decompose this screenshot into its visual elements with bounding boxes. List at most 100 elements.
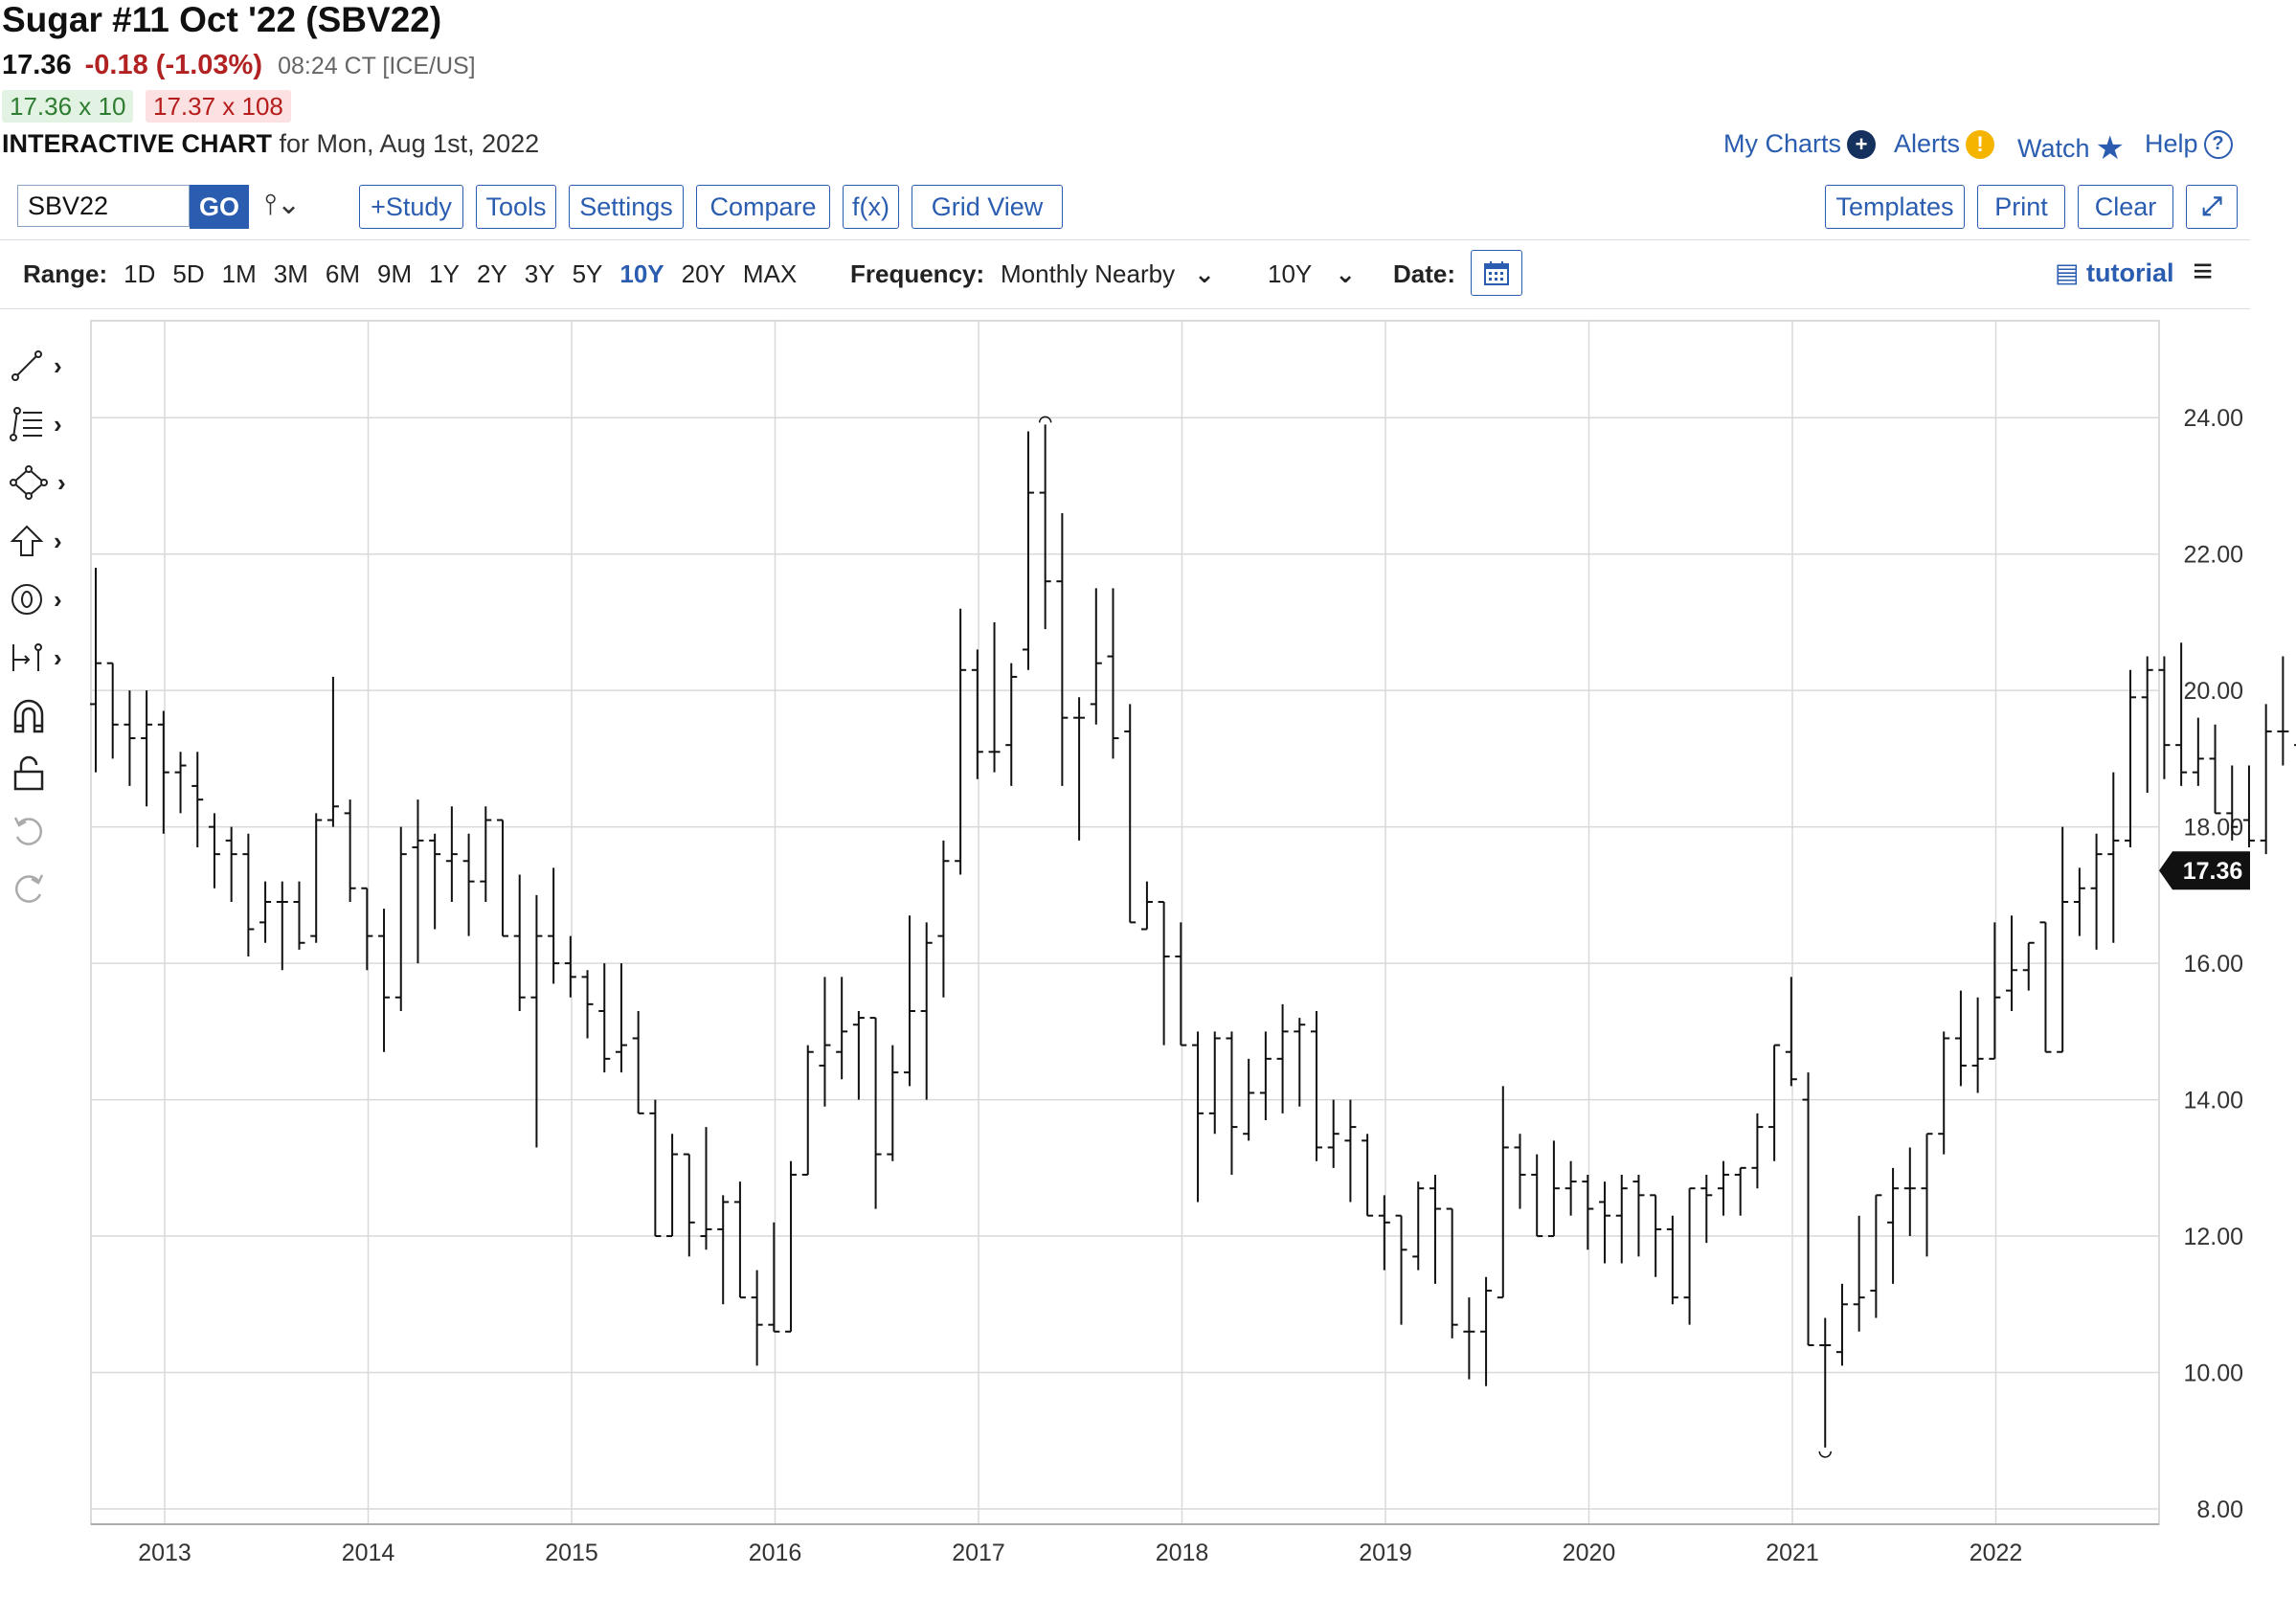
x-tick-label: 2017	[952, 1540, 1005, 1566]
lock-icon	[13, 755, 44, 791]
range-select[interactable]: 10Y ⌄	[1268, 255, 1356, 293]
x-tick-label: 2021	[1766, 1540, 1819, 1566]
x-tick-label: 2016	[749, 1540, 802, 1566]
range-option[interactable]: 6M	[325, 259, 360, 288]
chevron-right-icon: ›	[57, 467, 66, 497]
range-option[interactable]: 2Y	[476, 259, 507, 288]
star-icon: ★	[2095, 130, 2125, 167]
last-price-label: 17.36	[2183, 858, 2243, 885]
x-tick-label: 2018	[1156, 1540, 1209, 1566]
y-tick-label: 14.00	[2183, 1088, 2243, 1114]
y-tick-label: 24.00	[2183, 405, 2243, 432]
chart-caption-bold: INTERACTIVE CHART	[2, 129, 272, 158]
shape-tool-button[interactable]: ›	[10, 461, 77, 504]
fib-tool-button[interactable]: ›	[10, 403, 77, 445]
counter-tool-button[interactable]: ›	[10, 578, 77, 620]
y-tick-label: 20.00	[2183, 678, 2243, 705]
film-icon: ▤	[2055, 259, 2087, 287]
range-option[interactable]: 1Y	[429, 259, 460, 288]
chevron-right-icon: ›	[54, 642, 62, 672]
y-tick-label: 10.00	[2183, 1361, 2243, 1387]
range-option[interactable]: 3Y	[524, 259, 555, 288]
redo-icon	[14, 874, 44, 903]
last-price-tag	[2159, 851, 2250, 890]
x-tick-label: 2022	[1970, 1540, 2023, 1566]
arrow-tool-icon	[10, 525, 44, 556]
calendar-button[interactable]	[1471, 250, 1522, 296]
y-tick-label: 22.00	[2183, 542, 2243, 569]
magnet-button[interactable]	[10, 695, 77, 737]
help-icon: ?	[2203, 129, 2233, 159]
magnet-icon	[13, 699, 44, 733]
tools-button[interactable]: Tools	[476, 185, 556, 229]
my-charts-label: My Charts	[1723, 129, 1842, 158]
chevron-down-icon: ⌄	[1335, 259, 1357, 288]
symbol-input[interactable]	[17, 185, 190, 227]
bar-type-icon[interactable]: ⫯⌄	[264, 189, 302, 220]
range-option[interactable]: 20Y	[681, 259, 726, 288]
lock-button[interactable]	[10, 753, 77, 795]
range-option[interactable]: 5D	[172, 259, 205, 288]
chart-caption: INTERACTIVE CHART for Mon, Aug 1st, 2022	[2, 129, 539, 159]
tutorial-link[interactable]: ▤ tutorial	[2055, 259, 2174, 288]
watch-label: Watch	[2017, 133, 2090, 163]
price-change: -0.18 (-1.03%)	[84, 50, 262, 80]
date-label: Date:	[1393, 259, 1456, 288]
my-charts-link[interactable]: My Charts +	[1723, 129, 1877, 159]
clear-button[interactable]: Clear	[2078, 185, 2173, 229]
range-option[interactable]: 9M	[377, 259, 413, 288]
help-label: Help	[2145, 129, 2198, 158]
chevron-right-icon: ›	[54, 350, 62, 380]
compare-button[interactable]: Compare	[696, 185, 830, 229]
quote-line: 17.36 -0.18 (-1.03%) 08:24 CT [ICE/US]	[2, 50, 476, 81]
y-tick-label: 8.00	[2196, 1496, 2243, 1523]
alert-icon: !	[1966, 129, 1995, 159]
range-label: Range:	[23, 259, 108, 288]
go-button[interactable]: GO	[190, 185, 249, 229]
y-tick-label: 16.00	[2183, 951, 2243, 978]
x-tick-label: 2020	[1563, 1540, 1616, 1566]
grid-view-button[interactable]: Grid View	[912, 185, 1063, 229]
print-button[interactable]: Print	[1977, 185, 2065, 229]
range-divider	[0, 308, 2250, 309]
templates-button[interactable]: Templates	[1825, 185, 1965, 229]
redo-button[interactable]	[10, 867, 77, 910]
chevron-right-icon: ›	[54, 409, 62, 439]
low-marker	[1818, 1451, 1832, 1458]
quote-time-exchange: 08:24 CT [ICE/US]	[278, 53, 476, 79]
plus-circle-icon: +	[1847, 129, 1877, 159]
range-option[interactable]: 1M	[221, 259, 257, 288]
ask-size: 17.37 x 108	[146, 90, 291, 123]
help-link[interactable]: Help ?	[2145, 129, 2233, 159]
range-option[interactable]: 3M	[273, 259, 308, 288]
range-option-active[interactable]: 10Y	[619, 259, 664, 288]
alerts-label: Alerts	[1894, 129, 1961, 158]
study-button[interactable]: +Study	[359, 185, 463, 229]
x-tick-label: 2013	[138, 1540, 191, 1566]
range-selector: Range: 1D 5D 1M 3M 6M 9M 1Y 2Y 3Y 5Y 10Y…	[23, 255, 805, 293]
undo-button[interactable]	[10, 810, 77, 852]
frequency-select[interactable]: Monthly Nearby ⌄	[1001, 255, 1215, 293]
watch-link[interactable]: Watch ★	[2017, 129, 2125, 168]
settings-button[interactable]: Settings	[569, 185, 684, 229]
measure-tool-button[interactable]: ›	[10, 637, 77, 679]
instrument-title: Sugar #11 Oct '22 (SBV22)	[2, 0, 442, 39]
fib-tool-icon	[10, 407, 42, 441]
arrow-tool-button[interactable]: ›	[10, 520, 77, 562]
high-marker	[1038, 416, 1052, 423]
range-option[interactable]: 5Y	[572, 259, 603, 288]
range-option[interactable]: 1D	[124, 259, 156, 288]
line-tool-button[interactable]: ›	[10, 345, 77, 387]
y-tick-label: 12.00	[2183, 1224, 2243, 1250]
chart-caption-date: for Mon, Aug 1st, 2022	[272, 129, 540, 158]
hamburger-menu-icon[interactable]: ≡	[2193, 251, 2214, 290]
frequency-value: Monthly Nearby	[1001, 259, 1176, 288]
expand-icon[interactable]: ⤢	[2186, 185, 2238, 229]
alerts-link[interactable]: Alerts !	[1894, 129, 1995, 159]
calendar-icon	[1484, 261, 1509, 285]
last-price: 17.36	[2, 50, 72, 80]
range-option[interactable]: MAX	[742, 259, 798, 288]
function-button[interactable]: f(x)	[843, 185, 899, 229]
measure-tool-icon	[12, 643, 42, 671]
